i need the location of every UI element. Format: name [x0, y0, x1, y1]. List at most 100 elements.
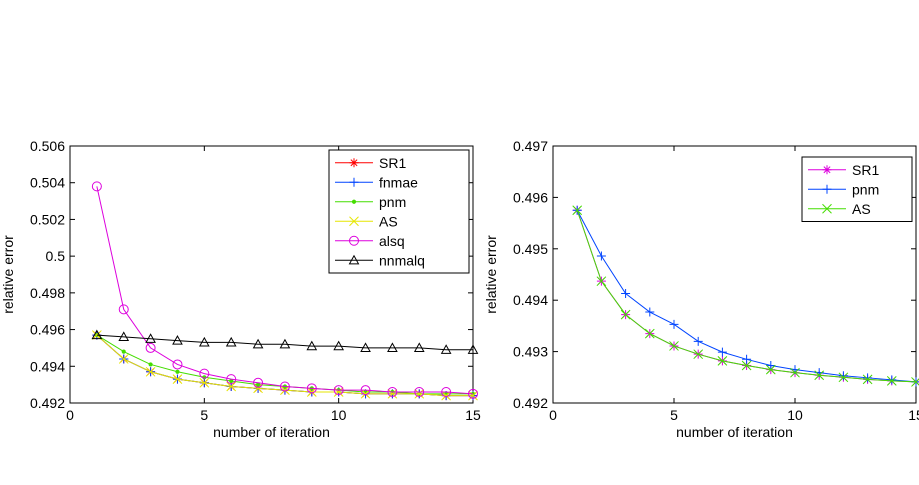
x-tick-label: 15	[465, 407, 481, 423]
y-tick-label: 0.495	[513, 241, 548, 257]
marker	[766, 360, 776, 370]
y-tick-label: 0.496	[513, 189, 548, 205]
marker	[148, 362, 153, 367]
legend-label: SR1	[852, 162, 879, 178]
legend-box	[328, 149, 470, 274]
y-tick-label: 0.494	[30, 358, 65, 374]
marker	[822, 203, 832, 214]
marker	[118, 331, 130, 342]
marker	[118, 354, 129, 364]
marker	[198, 336, 210, 347]
marker	[118, 304, 129, 315]
marker	[467, 344, 479, 354]
x-tick-label: 5	[670, 407, 678, 423]
marker	[822, 184, 832, 194]
marker	[620, 309, 631, 320]
plot: 0.492 0.493 0.494 0.495 0.496 0.497 0 5 10 15 numb…	[483, 138, 919, 440]
y-tick-label: 0.506	[30, 138, 65, 154]
legend-label: AS	[379, 213, 398, 229]
x-axis-label: number of iteration	[213, 424, 330, 440]
marker	[838, 371, 848, 381]
marker	[279, 381, 290, 392]
marker	[229, 378, 234, 384]
marker	[253, 383, 263, 394]
marker	[717, 355, 728, 366]
marker	[765, 364, 776, 375]
marker	[596, 276, 607, 287]
marker	[348, 254, 360, 265]
marker	[468, 390, 478, 401]
legend: SR1 fnmae pnm AS alsq nnmalq	[328, 149, 470, 274]
marker	[669, 341, 679, 351]
marker	[333, 387, 344, 397]
marker	[279, 338, 291, 349]
y-tick-label: 0.502	[30, 211, 65, 227]
marker	[886, 376, 897, 386]
y-tick-label: 0.504	[30, 175, 65, 191]
marker	[693, 349, 704, 360]
series-line	[96, 334, 473, 351]
marker	[814, 370, 825, 381]
marker	[822, 165, 832, 175]
legend-label: alsq	[379, 233, 405, 249]
marker	[225, 336, 237, 347]
marker	[790, 367, 800, 378]
marker	[199, 377, 210, 388]
marker	[862, 374, 873, 385]
marker	[349, 235, 359, 246]
marker	[644, 328, 655, 339]
marker	[717, 347, 727, 357]
marker	[91, 181, 102, 192]
x-tick-label: 10	[331, 407, 347, 423]
marker	[387, 388, 398, 399]
legend-label: pnm	[852, 181, 879, 197]
marker	[255, 382, 261, 387]
marker	[596, 251, 606, 261]
y-tick-label: 0.496	[30, 322, 65, 338]
legend: SR1 pnm AS	[801, 156, 913, 222]
marker	[145, 333, 156, 343]
marker	[863, 373, 873, 383]
marker	[91, 329, 103, 340]
marker	[387, 386, 398, 397]
marker	[253, 377, 264, 388]
marker	[199, 368, 210, 379]
marker	[333, 340, 345, 351]
marker	[441, 386, 452, 397]
marker	[252, 338, 264, 349]
marker	[349, 216, 359, 227]
marker	[145, 366, 156, 377]
legend-label: fnmae	[379, 174, 418, 190]
marker	[741, 360, 752, 371]
x-tick-label: 0	[66, 407, 74, 423]
y-axis-label: relative error	[483, 235, 499, 314]
marker	[349, 177, 359, 187]
marker	[306, 340, 318, 351]
marker	[645, 307, 655, 317]
marker	[621, 289, 631, 299]
y-tick-label: 0.494	[513, 292, 548, 308]
legend-label: nnmalq	[379, 252, 425, 268]
marker	[226, 381, 237, 392]
y-tick-label: 0.497	[513, 138, 548, 154]
marker	[838, 372, 849, 383]
marker	[693, 336, 703, 346]
marker	[414, 388, 425, 399]
marker	[742, 354, 752, 364]
y-tick-label: 0.493	[513, 344, 548, 360]
marker	[360, 342, 371, 353]
marker	[669, 319, 679, 329]
x-tick-label: 5	[200, 407, 208, 423]
y-tick-label: 0.492	[513, 395, 548, 411]
marker	[145, 342, 156, 353]
marker	[351, 199, 357, 204]
marker	[468, 388, 478, 399]
y-axis-label: relative error	[0, 235, 16, 314]
marker	[226, 374, 237, 385]
marker	[121, 349, 126, 354]
legend-label: AS	[852, 201, 871, 217]
marker	[911, 377, 919, 387]
marker	[887, 375, 897, 385]
series-line	[96, 186, 474, 395]
marker	[306, 383, 317, 394]
